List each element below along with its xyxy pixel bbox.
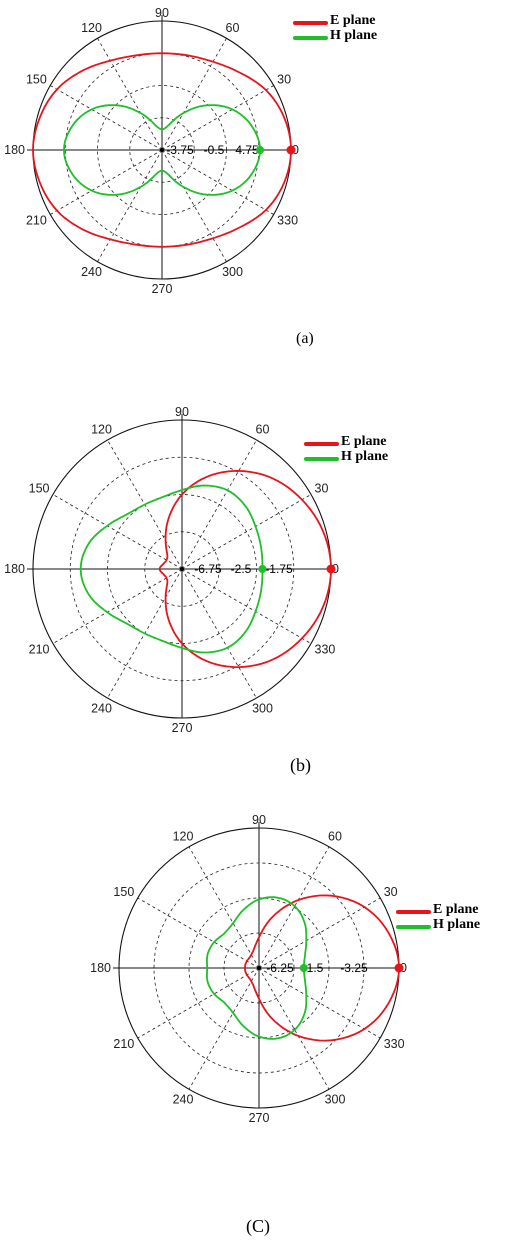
polar-chart-b: 0306090120150180210240270300330-6.75-2.5… <box>0 405 523 790</box>
grid-spoke-c-300 <box>258 967 330 1090</box>
angle-label-a-30: 30 <box>277 73 291 87</box>
marker-b-e-plane <box>326 564 336 574</box>
polar-chart-b-svg: 0306090120150180210240270300330-6.75-2.5… <box>4 405 388 735</box>
angle-label-c-180: 180 <box>90 961 111 975</box>
angle-label-b-150: 150 <box>29 482 50 496</box>
angle-label-b-120: 120 <box>91 423 112 437</box>
grid-spoke-c-30 <box>258 897 381 969</box>
legend-label-a-1: H plane <box>330 28 377 43</box>
grid-spoke-a-30 <box>161 85 274 151</box>
angle-label-a-150: 150 <box>26 73 47 87</box>
legend-label-a-0: E plane <box>330 13 376 28</box>
angle-label-b-60: 60 <box>256 423 270 437</box>
angle-label-b-300: 300 <box>252 701 273 715</box>
grid-spoke-c-330 <box>258 967 381 1039</box>
panel-label-a: (a) <box>296 330 314 347</box>
panel-label-b: (b) <box>290 755 311 775</box>
angle-label-b-240: 240 <box>91 701 112 715</box>
grid-spoke-c-150 <box>137 897 260 969</box>
angle-label-c-90: 90 <box>252 813 266 827</box>
radial-tick-c-0: -6.25 <box>266 961 294 975</box>
angle-label-b-90: 90 <box>175 405 189 419</box>
legend-label-b-1: H plane <box>341 449 388 464</box>
angle-label-c-60: 60 <box>328 829 342 843</box>
grid-spoke-b-150 <box>52 494 183 570</box>
angle-label-c-30: 30 <box>384 885 398 899</box>
center-point-c <box>256 965 262 971</box>
angle-label-c-270: 270 <box>249 1111 270 1125</box>
legend-label-c-0: E plane <box>433 902 479 917</box>
series-line-b-e-plane <box>158 469 332 669</box>
polar-chart-a: 0306090120150180210240270300330-3.75-0.5… <box>0 0 523 360</box>
angle-label-a-120: 120 <box>81 21 102 35</box>
grid-spoke-c-240 <box>188 967 260 1090</box>
grid-spoke-a-330 <box>161 149 274 215</box>
grid-spoke-c-210 <box>137 967 260 1039</box>
grid-spoke-b-60 <box>181 439 257 570</box>
angle-label-a-90: 90 <box>155 6 169 20</box>
grid-spoke-c-120 <box>188 846 260 969</box>
angle-label-a-300: 300 <box>222 265 243 279</box>
angle-label-b-270: 270 <box>172 721 193 735</box>
radial-tick-c-1: -1.5 <box>303 961 324 975</box>
polar-chart-c: 0306090120150180210240270300330-6.25-1.5… <box>0 813 523 1258</box>
angle-label-c-150: 150 <box>113 885 134 899</box>
grid-spoke-c-60 <box>258 846 330 969</box>
polar-chart-a-svg: 0306090120150180210240270300330-3.75-0.5… <box>4 6 377 296</box>
angle-label-a-180: 180 <box>4 143 25 157</box>
grid-spoke-b-30 <box>181 494 312 570</box>
angle-label-a-60: 60 <box>226 21 240 35</box>
radial-tick-b-0: -6.75 <box>194 562 222 576</box>
marker-c-h-plane <box>299 964 308 972</box>
grid-spoke-b-210 <box>52 568 183 644</box>
angle-label-b-210: 210 <box>29 643 50 657</box>
series-line-a-h-plane <box>63 104 261 196</box>
angle-label-b-30: 30 <box>315 482 329 496</box>
radial-tick-b-2: -1.75 <box>265 562 293 576</box>
angle-label-c-210: 210 <box>113 1037 134 1051</box>
angle-label-a-330: 330 <box>277 214 298 228</box>
series-line-c-h-plane <box>205 896 308 1040</box>
radial-tick-a-1: -0.5 <box>204 143 225 157</box>
series-line-b-h-plane <box>79 484 264 654</box>
center-point-b <box>179 566 185 572</box>
angle-label-c-240: 240 <box>173 1093 194 1107</box>
angle-label-a-270: 270 <box>152 282 173 296</box>
angle-label-c-300: 300 <box>325 1093 346 1107</box>
series-line-c-e-plane <box>244 894 400 1042</box>
radial-tick-c-2: -3.25 <box>340 961 368 975</box>
marker-c-e-plane <box>394 963 404 973</box>
center-point-a <box>159 147 165 153</box>
series-line-a-e-plane <box>32 52 292 248</box>
angle-label-a-210: 210 <box>26 214 47 228</box>
radial-tick-a-2: 4.75 <box>235 143 259 157</box>
marker-a-h-plane <box>256 146 265 154</box>
marker-b-h-plane <box>258 565 267 573</box>
grid-spoke-a-120 <box>97 38 163 151</box>
radial-tick-b-1: -2.5 <box>231 562 252 576</box>
grid-spoke-b-330 <box>181 568 312 644</box>
angle-label-b-180: 180 <box>4 562 25 576</box>
polar-chart-c-svg: 0306090120150180210240270300330-6.25-1.5… <box>90 813 480 1125</box>
angle-label-a-240: 240 <box>81 265 102 279</box>
grid-spoke-b-300 <box>181 568 257 699</box>
panel-label-c: (C) <box>246 1216 270 1236</box>
angle-label-c-120: 120 <box>173 829 194 843</box>
angle-label-c-330: 330 <box>384 1037 405 1051</box>
radial-tick-a-0: -3.75 <box>166 143 194 157</box>
legend-label-c-1: H plane <box>433 917 480 932</box>
legend-label-b-0: E plane <box>341 434 387 449</box>
marker-a-e-plane <box>286 145 296 155</box>
angle-label-b-330: 330 <box>315 643 336 657</box>
